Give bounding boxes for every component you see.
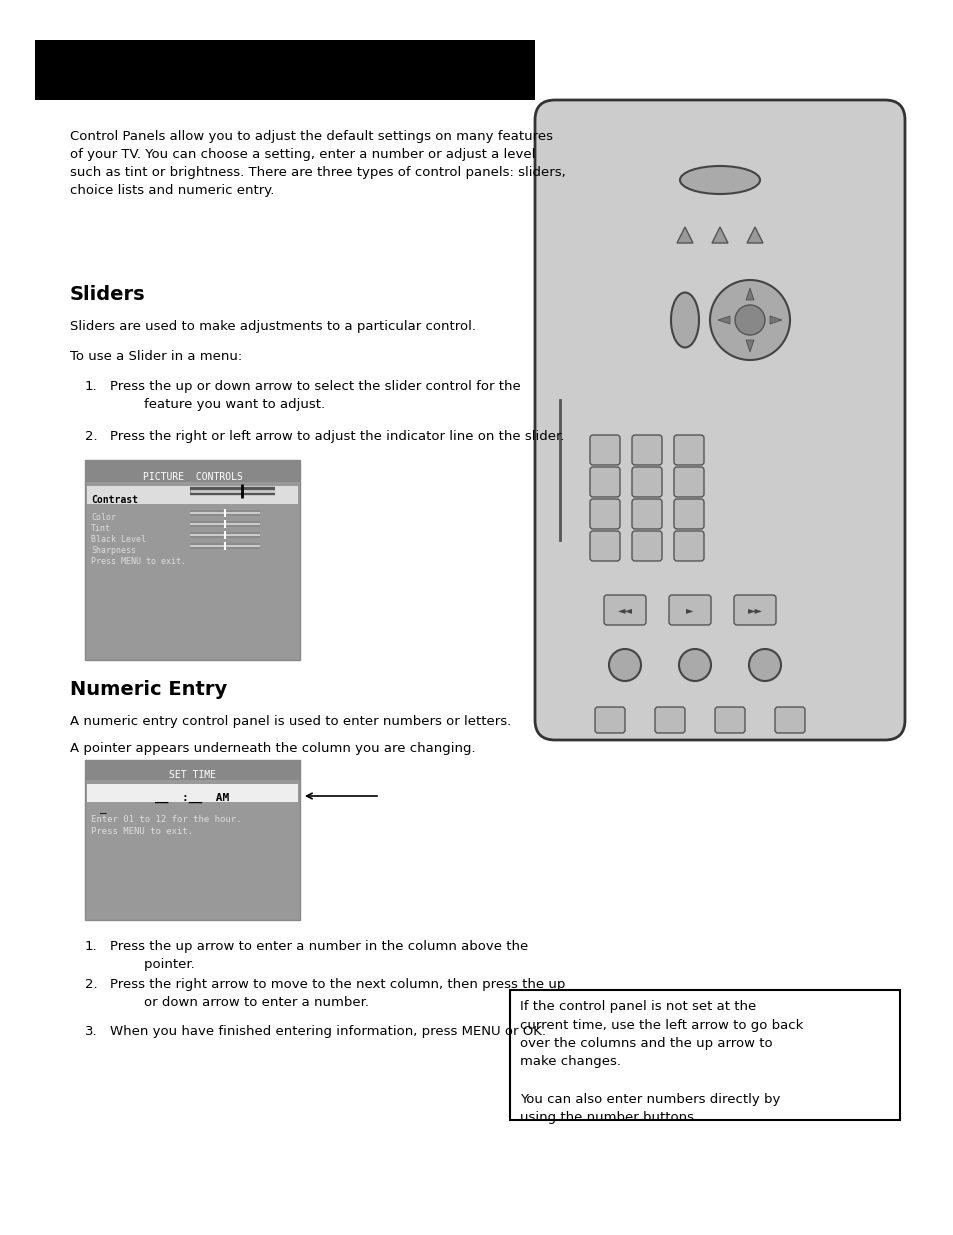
FancyBboxPatch shape (631, 435, 661, 466)
Text: 1.: 1. (85, 380, 97, 393)
Text: Numeric Entry: Numeric Entry (70, 680, 227, 699)
Polygon shape (718, 316, 729, 324)
Circle shape (709, 280, 789, 359)
Text: Press the up or down arrow to select the slider control for the
        feature : Press the up or down arrow to select the… (110, 380, 520, 411)
Polygon shape (677, 227, 692, 243)
Text: Color: Color (91, 513, 116, 522)
FancyBboxPatch shape (510, 990, 899, 1120)
Text: Press MENU to exit.: Press MENU to exit. (91, 827, 193, 836)
Text: 1.: 1. (85, 940, 97, 953)
Text: ►►: ►► (747, 605, 761, 615)
Text: Sliders: Sliders (70, 285, 146, 304)
FancyBboxPatch shape (631, 467, 661, 496)
FancyBboxPatch shape (535, 100, 904, 740)
Text: Control Panels allow you to adjust the default settings on many features
of your: Control Panels allow you to adjust the d… (70, 130, 565, 198)
FancyBboxPatch shape (631, 531, 661, 561)
Text: ◄◄: ◄◄ (617, 605, 632, 615)
FancyBboxPatch shape (35, 40, 535, 100)
Text: If the control panel is not set at the
current time, use the left arrow to go ba: If the control panel is not set at the c… (519, 1000, 802, 1124)
FancyBboxPatch shape (673, 467, 703, 496)
Polygon shape (711, 227, 727, 243)
Circle shape (734, 305, 764, 335)
FancyBboxPatch shape (589, 467, 619, 496)
FancyBboxPatch shape (668, 595, 710, 625)
Circle shape (608, 650, 640, 680)
Polygon shape (769, 316, 781, 324)
Text: Press the right arrow to move to the next column, then press the up
        or d: Press the right arrow to move to the nex… (110, 978, 565, 1009)
Bar (87, 487, 297, 504)
FancyBboxPatch shape (589, 499, 619, 529)
Circle shape (748, 650, 781, 680)
Text: Contrast: Contrast (91, 495, 138, 505)
Ellipse shape (670, 293, 699, 347)
Text: Tint: Tint (91, 524, 111, 534)
Bar (85, 459, 299, 659)
Ellipse shape (679, 165, 760, 194)
FancyBboxPatch shape (774, 706, 804, 734)
Bar (87, 784, 297, 802)
Text: Black Level: Black Level (91, 535, 146, 543)
Polygon shape (745, 340, 753, 352)
FancyBboxPatch shape (733, 595, 775, 625)
Text: To use a Slider in a menu:: To use a Slider in a menu: (70, 350, 242, 363)
FancyBboxPatch shape (673, 435, 703, 466)
Text: SET TIME: SET TIME (169, 769, 215, 781)
FancyBboxPatch shape (589, 435, 619, 466)
Polygon shape (746, 227, 762, 243)
Polygon shape (745, 288, 753, 300)
Text: Press the up arrow to enter a number in the column above the
        pointer.: Press the up arrow to enter a number in … (110, 940, 528, 971)
Bar (85, 760, 299, 920)
FancyBboxPatch shape (673, 499, 703, 529)
Text: ►: ► (685, 605, 693, 615)
Text: Press the right or left arrow to adjust the indicator line on the slider.: Press the right or left arrow to adjust … (110, 430, 564, 443)
Text: A pointer appears underneath the column you are changing.: A pointer appears underneath the column … (70, 742, 476, 755)
FancyBboxPatch shape (714, 706, 744, 734)
Text: 3.: 3. (85, 1025, 97, 1037)
Text: _: _ (100, 804, 107, 814)
Text: Press MENU to exit.: Press MENU to exit. (91, 557, 186, 566)
Text: Enter 01 to 12 for the hour.: Enter 01 to 12 for the hour. (91, 815, 241, 824)
FancyBboxPatch shape (603, 595, 645, 625)
FancyBboxPatch shape (589, 531, 619, 561)
Text: PICTURE  CONTROLS: PICTURE CONTROLS (142, 472, 242, 482)
Text: 2.: 2. (85, 430, 97, 443)
Text: When you have finished entering information, press MENU or OK.: When you have finished entering informat… (110, 1025, 545, 1037)
Bar (85, 760, 299, 781)
Bar (85, 459, 299, 482)
Text: __  :__  AM: __ :__ AM (155, 793, 230, 803)
Text: Sliders are used to make adjustments to a particular control.: Sliders are used to make adjustments to … (70, 320, 476, 333)
FancyBboxPatch shape (673, 531, 703, 561)
FancyBboxPatch shape (631, 499, 661, 529)
FancyBboxPatch shape (595, 706, 624, 734)
FancyBboxPatch shape (655, 706, 684, 734)
Text: A numeric entry control panel is used to enter numbers or letters.: A numeric entry control panel is used to… (70, 715, 511, 727)
Circle shape (679, 650, 710, 680)
Text: Sharpness: Sharpness (91, 546, 136, 555)
Text: 2.: 2. (85, 978, 97, 990)
